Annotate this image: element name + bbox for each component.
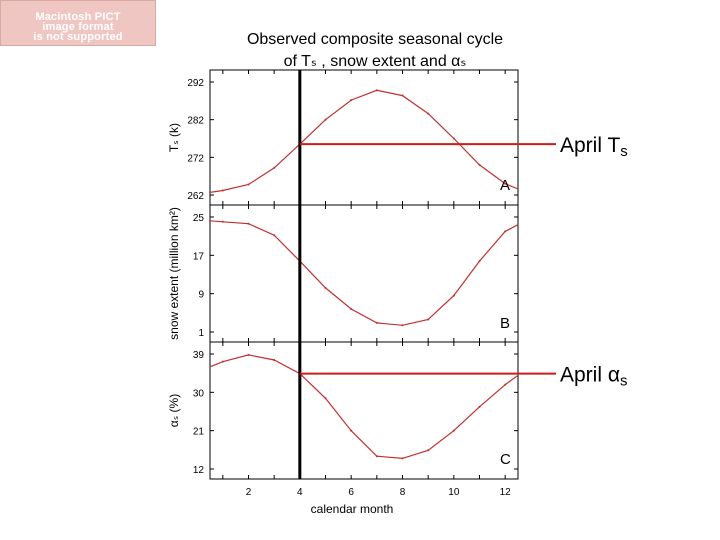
x-tick-label: 2 [246,487,252,498]
panel-b-ytick-label: 9 [198,290,204,301]
panel-c-data-point [350,429,353,432]
april-ts-callout-text: April T [560,134,620,157]
chart-title-line1: Observed composite seasonal cycle [246,31,504,48]
panel-b-data-point [504,230,507,233]
panel-b-data-point [427,318,430,321]
panel-a-data-point [324,118,327,121]
panel-b-letter: B [500,315,510,332]
panel-a-data-point [504,182,507,185]
panel-b-data-point [401,324,404,327]
panel-a-data-point [350,99,353,102]
panel-c-letter: C [500,451,511,468]
april-ts-callout-subscript: s [620,143,628,160]
x-tick-label: 8 [400,487,406,498]
x-tick-label: 4 [297,487,303,498]
april-alpha-callout-label: April αs [560,364,628,390]
panel-b-data-point [247,222,250,225]
panel-b-data-point [452,294,455,297]
panel-a-letter: A [500,177,510,194]
panel-c-data-point [221,360,224,363]
panel-a-series-line [209,89,519,193]
panel-c-data-point [324,397,327,400]
panel-c-data-point [478,405,481,408]
panel-b-data-point [350,308,353,310]
panel-c-ytick-label: 39 [193,350,205,361]
panel-b-ytick-label: 1 [198,328,204,339]
panel-a-ytick-label: 262 [187,191,204,202]
panel-a-data-point [247,183,250,186]
panel-a-data-point [375,89,378,92]
april-ts-callout-label: April Ts [560,134,628,160]
panel-c-series-line [209,354,519,460]
panel-a-data-point [221,189,224,192]
panel-c-ytick-label: 21 [193,427,205,438]
panel-c-data-point [375,455,378,458]
panel-a-data-point [452,137,455,140]
april-alpha-callout-subscript: s [620,373,628,390]
panel-a-ytick-label: 272 [187,153,204,164]
panel-a-y-axis-label: Tₛ (k) [167,123,181,152]
panel-a-data-point [478,163,481,166]
pict-notice-line3: is not supported [33,31,123,43]
panel-a-ytick-label: 292 [187,78,204,89]
panel-a-frame [209,69,519,206]
panel-c-data-point [504,383,507,386]
x-tick-label: 6 [348,487,354,498]
panel-b-ytick-label: 25 [193,213,205,224]
x-tick-label: 12 [500,487,512,498]
panel-b-series-line [209,220,519,326]
panel-c-ytick-label: 30 [193,388,205,399]
panel-b-data-point [273,234,276,237]
x-axis-label: calendar month [311,502,394,516]
panel-c-frame [209,341,519,480]
panel-c-data-point [401,457,404,460]
panel-c-data-point [452,429,455,432]
panel-b-data-point [478,260,481,263]
x-tick-label: 10 [448,487,460,498]
panel-a-data-point [427,112,430,115]
panel-a-ytick-label: 282 [187,116,204,127]
panel-c-data-point [247,353,250,356]
panel-b-data-point [221,220,224,223]
panel-c-ytick-label: 12 [193,465,205,476]
chart-title-line2: of Tₛ , snow extent and αₛ [283,53,467,70]
panel-b-ytick-label: 17 [193,251,205,262]
unsupported-image-placeholder: Macintosh PICT image format is not suppo… [0,0,156,46]
panel-b-data-point [324,286,327,289]
pict-notice-line2: image format [42,21,114,33]
panel-c-y-axis-label: αₛ (%) [167,394,181,427]
april-alpha-callout-text: April α [560,364,620,387]
panel-b-y-axis-label: snow extent (million km²) [167,207,181,340]
panel-b-data-point [375,321,378,324]
panel-c-data-point [273,358,276,361]
panel-a-data-point [273,166,276,169]
panel-a-data-point [401,94,404,97]
panel-b-frame [209,204,519,343]
pict-notice-line1: Macintosh PICT [35,11,121,23]
panel-c-data-point [427,449,430,452]
